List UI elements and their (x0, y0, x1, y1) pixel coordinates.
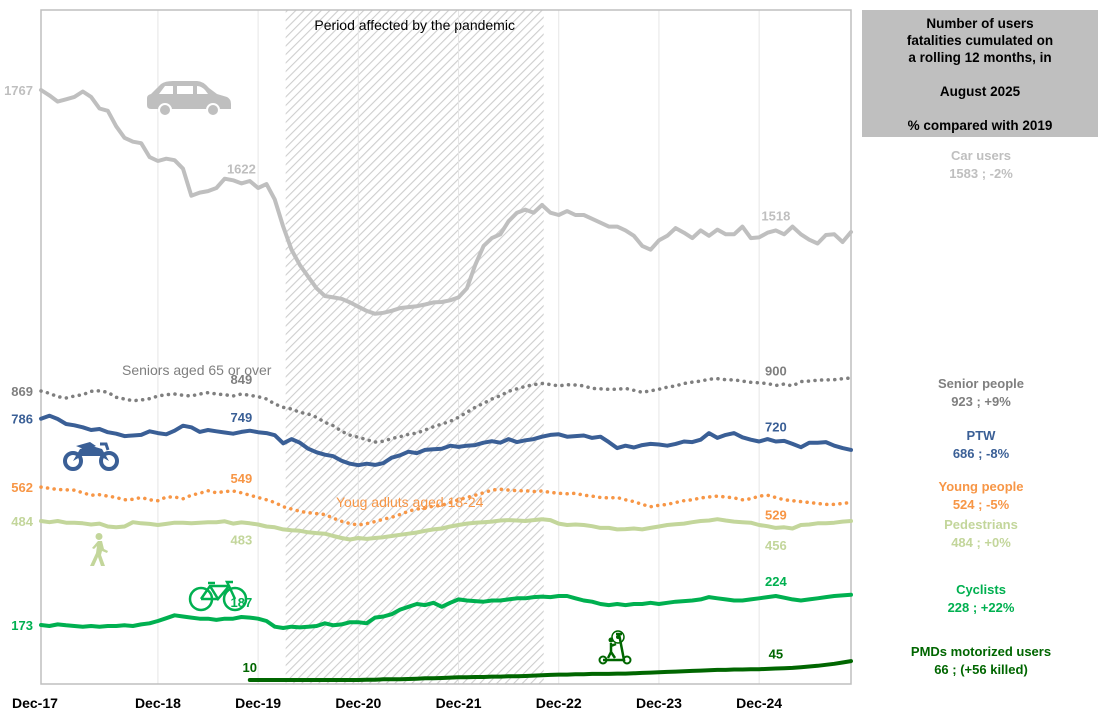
series-line-ptw (39, 413, 853, 468)
data-label-young: 562 (11, 480, 33, 495)
x-tick-label: Dec-18 (135, 695, 181, 711)
legend-name-ptw: PTW (967, 428, 997, 443)
header-line-1: Number of users (926, 16, 1034, 31)
legend-summary-senior: 923 ; +9% (951, 394, 1011, 409)
legend-name-cyc: Cyclists (956, 582, 1006, 597)
plot-frame (40, 9, 852, 685)
data-label-car: 1518 (761, 208, 790, 223)
data-label-car: 1622 (227, 161, 256, 176)
header-line-2: fatalities cumulated on (906, 33, 1054, 48)
legend-summary-pmd: 66 ; (+56 killed) (934, 662, 1028, 677)
data-label-ped: 483 (231, 532, 253, 547)
header-month: August 2025 (939, 84, 1021, 99)
legend-name-young: Young people (939, 479, 1024, 494)
data-label-ped: 456 (765, 538, 787, 553)
legend-summary-young: 524 ; -5% (953, 497, 1010, 512)
bicycle-icon (188, 580, 248, 612)
series-line-ped (39, 517, 853, 542)
legend-name-pmd: PMDs motorized users (911, 644, 1051, 659)
header-note: % compared with 2019 (907, 118, 1053, 133)
data-label-ptw: 786 (11, 412, 33, 427)
x-tick-label: Dec-17 (12, 695, 58, 711)
x-tick-label: Dec-22 (536, 695, 582, 711)
legend-name-senior: Senior people (938, 376, 1024, 391)
pandemic-band (285, 10, 544, 684)
x-tick-label: Dec-20 (335, 695, 381, 711)
legend-name-ped: Pedestrians (944, 517, 1018, 532)
data-label-young: 529 (765, 507, 787, 522)
x-tick-label: Dec-24 (736, 695, 782, 711)
pedestrian-icon (90, 533, 108, 566)
data-label-cyc: 224 (765, 574, 787, 589)
data-label-senior: 869 (11, 384, 33, 399)
data-label-pmd: 45 (769, 647, 783, 662)
data-label-young: 549 (231, 471, 253, 486)
seniors-annotation: Seniors aged 65 or over (122, 362, 272, 378)
grid (157, 10, 760, 684)
chart-header-box: Number of users fatalities cumulated on … (862, 10, 1098, 137)
series-line-senior (39, 376, 853, 444)
series-line-young (39, 485, 853, 527)
motorcycle-icon (63, 442, 119, 471)
data-label-ped: 484 (11, 514, 33, 529)
data-label-car: 1767 (4, 83, 33, 98)
pandemic-band-label: Period affected by the pandemic (314, 17, 515, 33)
data-label-ptw: 749 (231, 410, 253, 425)
legend-name-car: Car users (951, 148, 1011, 163)
data-label-cyc: 173 (11, 618, 33, 633)
x-tick-label: Dec-23 (636, 695, 682, 711)
series-line-pmd (247, 659, 853, 682)
legend-summary-ped: 484 ; +0% (951, 535, 1011, 550)
legend: Car users 1583 ; -2% Senior people 923 ; +9… (911, 148, 1051, 677)
series-line-car (39, 88, 853, 316)
header-line-3: a rolling 12 months, in (908, 50, 1052, 65)
data-labels: 1767 1622 1518 869 849 900 786 749 720 562 549 529 4… (4, 83, 790, 675)
legend-summary-car: 1583 ; -2% (949, 166, 1013, 181)
series-line-cyc (39, 592, 853, 630)
scooter-icon (598, 630, 632, 665)
x-tick-label: Dec-19 (235, 695, 281, 711)
legend-summary-ptw: 686 ; -8% (953, 446, 1010, 461)
data-label-ptw: 720 (765, 420, 787, 435)
data-label-senior: 849 (231, 372, 253, 387)
legend-summary-cyc: 228 ; +22% (948, 600, 1015, 615)
x-tick-label: Dec-21 (436, 695, 482, 711)
data-label-senior: 900 (765, 363, 787, 378)
x-axis: Dec-17 Dec-18 Dec-19 Dec-20 Dec-21 Dec-22 Dec-… (12, 695, 782, 711)
car-icon (147, 81, 231, 117)
series-layer (39, 88, 853, 682)
data-label-pmd: 10 (243, 660, 257, 675)
young-adults-annotation: Youg adluts aged 18-24 (336, 494, 484, 510)
